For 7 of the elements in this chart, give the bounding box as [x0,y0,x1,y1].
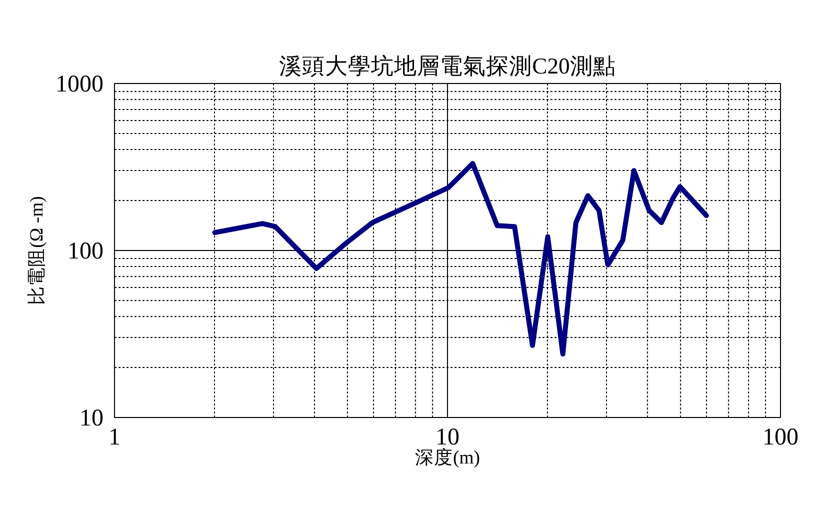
x-tick-label: 100 [762,424,798,450]
y-tick-label: 10 [80,406,104,432]
y-axis-title: 比電阻(Ω -m) [26,196,48,305]
chart-title: 溪頭大學坑地層電氣探測C20測點 [279,54,616,78]
y-tick-label: 100 [68,238,104,264]
y-tick-label: 1000 [56,72,104,98]
x-tick-label: 1 [108,424,120,450]
